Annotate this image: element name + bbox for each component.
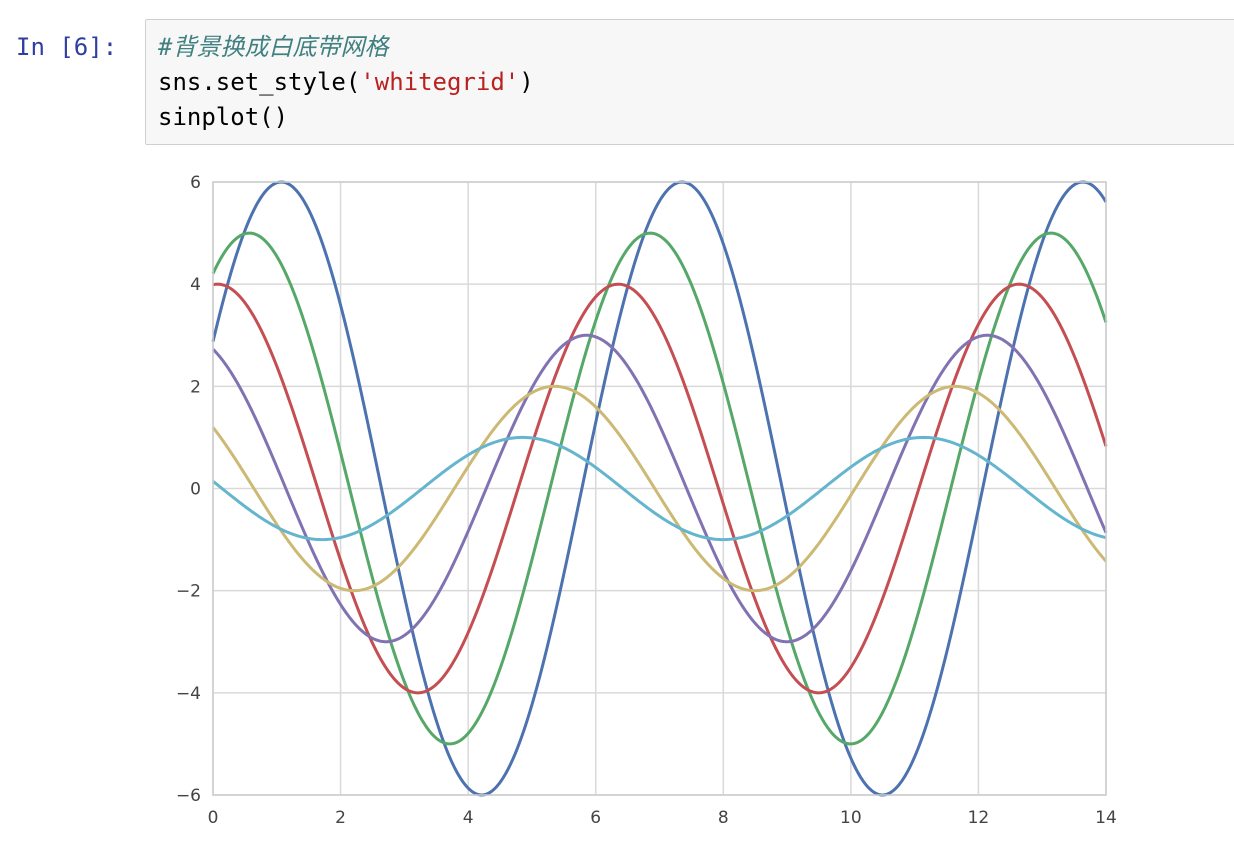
code-token-string: 'whitegrid' — [360, 68, 520, 96]
x-tick-label: 0 — [208, 808, 219, 828]
x-tick-label: 10 — [840, 808, 862, 828]
x-tick-label: 2 — [335, 808, 346, 828]
code-token-comment: #背景换成白底带网格 — [158, 33, 389, 61]
input-prompt: In [6]: — [16, 33, 118, 61]
y-tick-label: −2 — [176, 582, 201, 602]
code-token-plain: ) — [519, 68, 534, 96]
series-line-1 — [211, 180, 1108, 797]
y-tick-label: 6 — [190, 173, 201, 193]
code-line: sns.set_style('whitegrid') — [158, 65, 1228, 100]
code-line: sinplot() — [158, 100, 1228, 135]
y-tick-label: 0 — [190, 480, 201, 500]
series-line-3 — [212, 282, 1108, 695]
code-token-plain: sns.set_style( — [158, 68, 361, 96]
y-tick-label: −4 — [176, 684, 201, 704]
series-line-5 — [211, 384, 1108, 593]
sinplot-chart: 0 2 4 6 8 10 12 14 6 4 2 0 −2 −4 −6 — [176, 173, 1117, 828]
plot-border — [212, 181, 1107, 796]
code-token-plain: sinplot() — [158, 103, 289, 131]
x-tick-label: 6 — [590, 808, 601, 828]
tick-labels: 0 2 4 6 8 10 12 14 6 4 2 0 −2 −4 −6 — [176, 173, 1117, 828]
grid-lines — [212, 181, 1107, 796]
plot-frame — [212, 181, 1107, 796]
series-lines — [211, 180, 1108, 797]
code-line: #背景换成白底带网格 — [158, 30, 1228, 65]
series-line-6 — [212, 435, 1107, 542]
x-tick-label: 14 — [1095, 808, 1117, 828]
series-line-2 — [211, 231, 1108, 746]
y-tick-label: 2 — [190, 377, 201, 397]
y-tick-label: 4 — [190, 275, 201, 295]
code-input-area[interactable]: #背景换成白底带网格 sns.set_style('whitegrid') sinp… — [145, 19, 1234, 145]
x-tick-label: 8 — [718, 808, 729, 828]
series-line-4 — [211, 333, 1108, 644]
y-tick-label: −6 — [176, 786, 201, 806]
x-tick-label: 4 — [463, 808, 474, 828]
x-tick-label: 12 — [968, 808, 990, 828]
